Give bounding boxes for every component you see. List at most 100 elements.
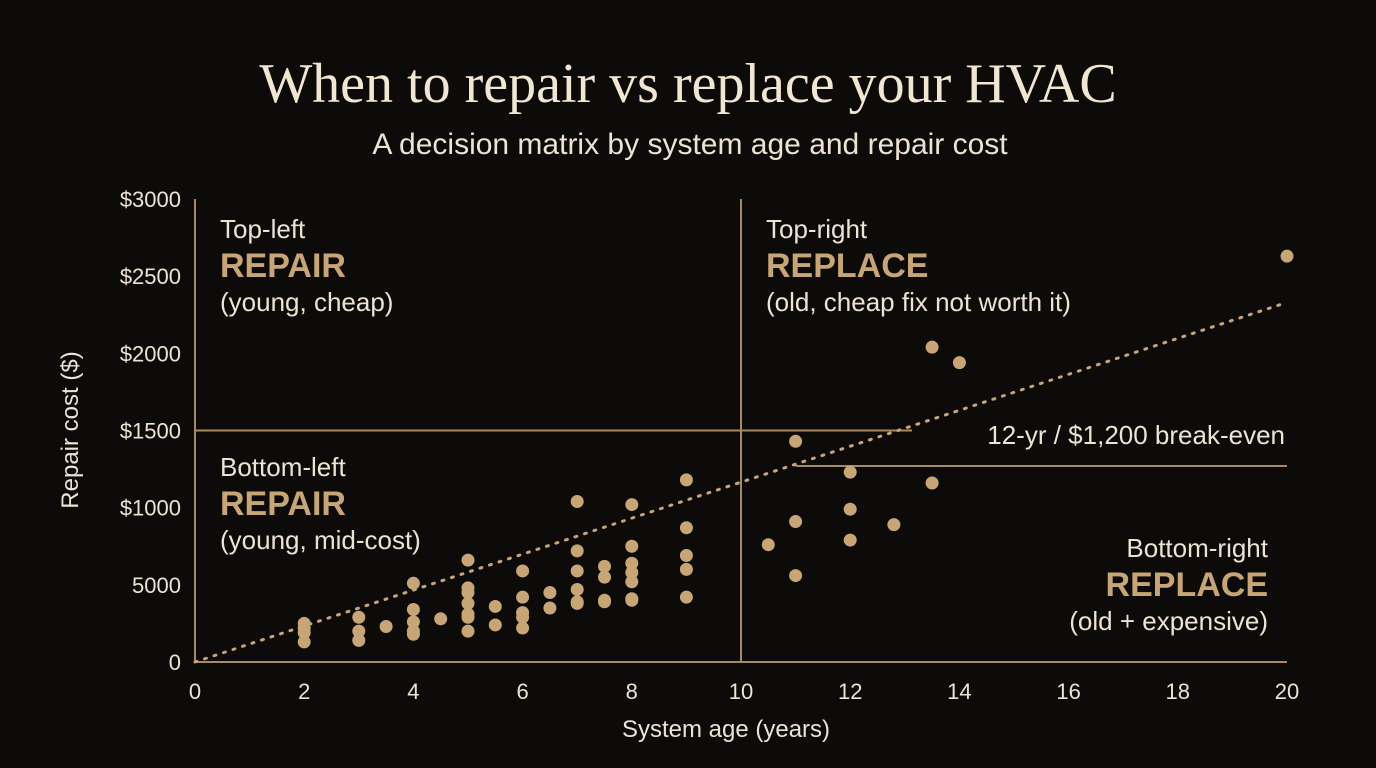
data-point [461,624,475,638]
y-tick-label: $1000 [120,496,181,521]
data-point [625,539,639,553]
x-axis-label: System age (years) [622,716,830,743]
data-point [679,473,693,487]
data-point [543,601,557,615]
quadrant-heading: Bottom-right [1126,533,1268,563]
data-point [598,570,611,584]
data-point [679,562,693,576]
axes: 0 2 4 6 8 10 12 14 16 18 20 0 5000 $1000 $1500 $2000 $25… [120,187,1299,704]
data-point [679,549,693,563]
data-point [434,612,448,626]
data-point [543,586,557,600]
data-point [406,576,420,590]
quadrant-note: (young, mid-cost) [220,525,421,555]
data-point [406,624,420,638]
data-point [598,595,611,609]
data-point [843,502,857,516]
x-tick-label: 2 [298,679,310,704]
break-even-annotation: 12-yr / $1,200 break-even [987,420,1285,450]
data-point [461,610,475,624]
break-even-trend [193,300,1289,664]
x-tick-label: 4 [407,679,419,704]
data-point [379,620,393,634]
quadrant-verdict: REPLACE [766,247,928,285]
y-tick-label: $1500 [120,419,181,444]
scatter-points [297,249,1294,649]
data-point [598,559,611,573]
quadrant-verdict: REPAIR [220,247,346,285]
quadrant-verdict: REPAIR [220,485,346,523]
data-point [679,521,693,535]
x-tick-label: 18 [1166,679,1190,704]
data-point [625,565,639,579]
chart-subtitle: A decision matrix by system age and repa… [372,128,1008,161]
y-tick-label: 5000 [132,573,181,598]
y-tick-label: 0 [169,650,181,675]
x-tick-label: 10 [729,679,753,704]
data-point [625,556,639,570]
data-point [516,610,530,624]
y-tick-label: $2000 [120,341,181,366]
data-point [461,596,475,610]
data-point [570,582,584,596]
data-point [625,498,639,512]
data-point [887,518,901,532]
data-point [843,465,857,479]
chart-title: When to repair vs replace your HVAC [259,53,1116,115]
y-tick-label: $2500 [120,264,181,289]
x-tick-label: 12 [838,679,862,704]
data-point [789,515,803,529]
data-point [488,618,502,632]
data-point [516,564,530,578]
quadrant-note: (old + expensive) [1069,606,1268,636]
data-point [625,593,639,607]
break-even-label: 12-yr / $1,200 break-even [987,420,1285,450]
data-point [679,590,693,604]
data-point [570,544,584,558]
data-point [297,635,311,649]
quadrant-verdict: REPLACE [1106,566,1268,604]
data-point [843,533,857,547]
x-tick-label: 20 [1275,679,1299,704]
quadrant-heading: Top-left [220,214,306,244]
x-tick-label: 16 [1056,679,1080,704]
data-point [297,621,311,635]
x-tick-label: 8 [626,679,638,704]
data-point [352,624,366,638]
break-even-trend-line [193,300,1289,664]
x-tick-label: 14 [947,679,971,704]
data-point [925,340,939,354]
quadrant-note: (young, cheap) [220,287,393,317]
data-point [789,569,803,583]
data-point [625,575,639,589]
x-tick-label: 6 [516,679,528,704]
x-tick-label: 0 [189,679,201,704]
data-point [516,590,530,604]
data-point [761,538,775,552]
data-point [406,603,420,617]
quadrant-heading: Bottom-left [220,452,346,482]
y-axis-label: Repair cost ($) [57,351,84,508]
data-point [461,586,475,600]
data-point [461,553,475,567]
quadrant-heading: Top-right [766,214,868,244]
data-point [925,476,939,490]
data-point [406,615,420,629]
data-point [570,564,584,578]
quadrant-dividers [195,199,1287,662]
data-point [516,621,530,635]
data-point [352,633,366,647]
data-point [570,494,584,508]
data-point [488,599,502,613]
data-point [570,596,584,610]
data-point [352,610,366,624]
data-point [789,434,803,448]
data-point [1280,249,1294,263]
data-point [952,356,966,370]
